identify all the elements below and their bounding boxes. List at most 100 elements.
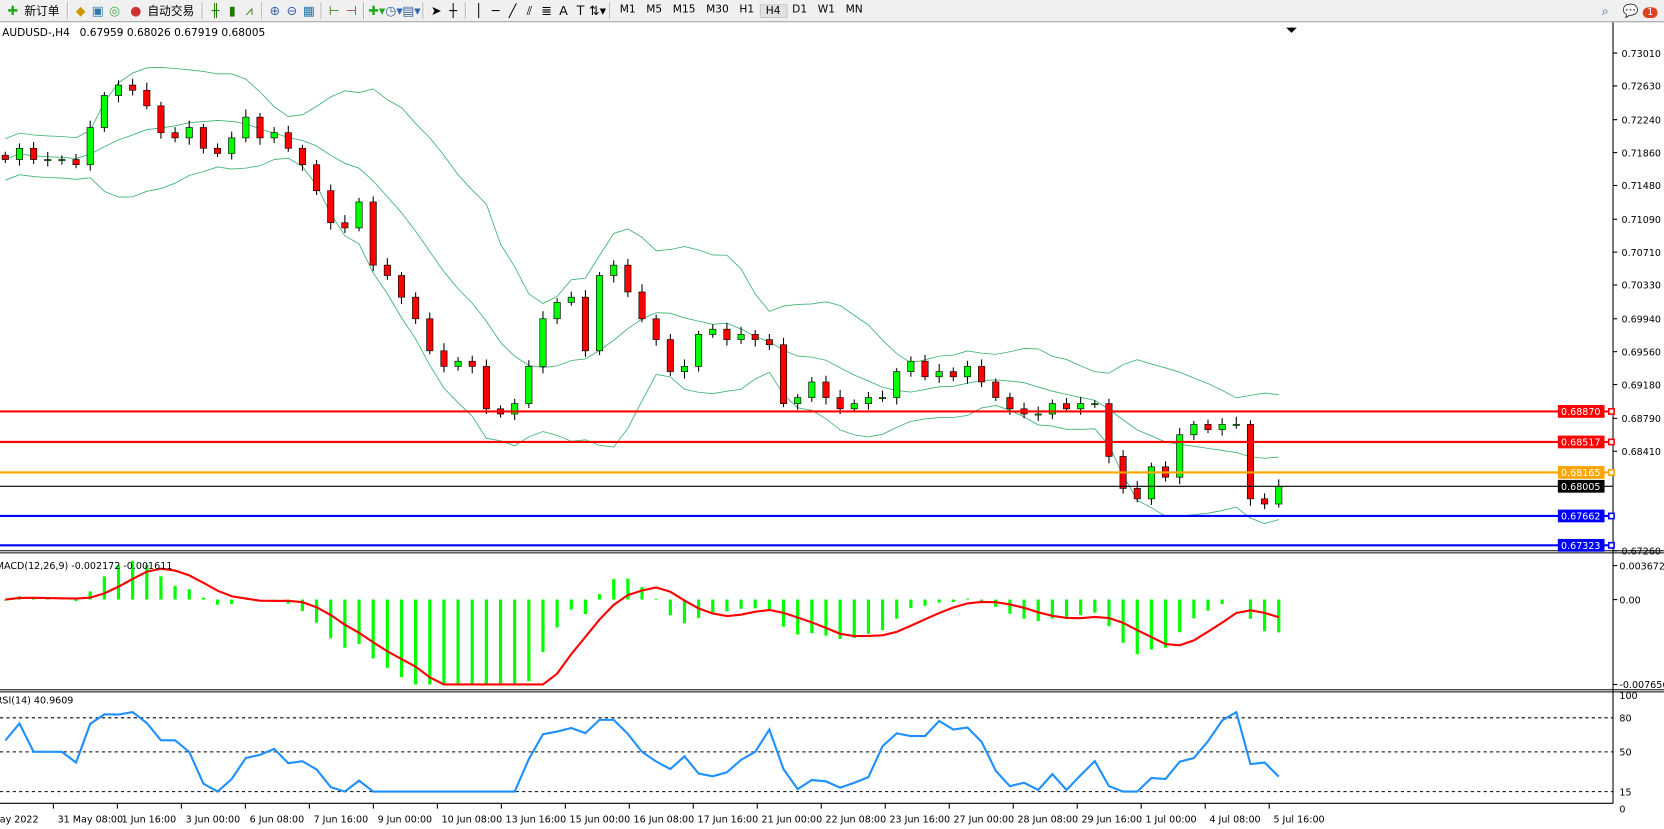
candle: [1261, 498, 1269, 505]
candle: [270, 132, 278, 139]
rsi-tick-label: 50: [1619, 748, 1631, 759]
candle: [1063, 403, 1071, 410]
candle: [383, 264, 391, 276]
horizontal-line-icon[interactable]: ─: [491, 3, 500, 19]
macd-histogram-bar: [767, 599, 771, 610]
timeframe-w1[interactable]: W1: [817, 3, 835, 16]
bollinger-upper: [5, 67, 1279, 399]
auto-trading-button[interactable]: ● 自动交易: [123, 1, 198, 20]
fibonacci-icon[interactable]: ≣: [541, 3, 552, 19]
candle: [794, 397, 802, 404]
price-label-bg: [1557, 479, 1605, 493]
timeframe-m15[interactable]: M15: [672, 3, 696, 16]
timeframe-h1[interactable]: H1: [739, 3, 755, 16]
price-tick-label: 0.72240: [1622, 115, 1661, 126]
macd-tick-label: 0.00: [1619, 595, 1640, 606]
notification-icon: 💬: [1622, 3, 1639, 19]
trendline-icon[interactable]: ╱: [508, 3, 517, 19]
macd-histogram-bar: [555, 599, 559, 628]
candle: [242, 116, 250, 139]
new-order-button[interactable]: ✚ 新订单: [0, 1, 64, 20]
price-label: 0.68005: [1561, 482, 1600, 493]
candle: [412, 296, 420, 320]
periods-icon[interactable]: ◷▾: [385, 3, 403, 19]
line-chart-icon[interactable]: ⩘: [245, 3, 253, 19]
candle: [1105, 403, 1113, 457]
rsi-line: [4, 710, 1280, 793]
autoscroll-icon[interactable]: ⊢: [328, 3, 340, 19]
time-axis: May 2022 31 May 08:001 Jun 16:00 3 Jun 00:…: [0, 803, 1325, 825]
history-icon[interactable]: ◆: [75, 3, 86, 19]
candle: [100, 95, 108, 128]
candle: [199, 127, 207, 149]
timeframe-m30[interactable]: M30: [706, 3, 729, 16]
macd-histogram-bar: [442, 599, 446, 685]
text-label-icon[interactable]: Ｔ: [574, 3, 587, 19]
candle: [539, 318, 547, 367]
timeframe-mn[interactable]: MN: [845, 3, 863, 16]
candle: [114, 84, 123, 96]
time-tick-label: 4 Jul 08:00: [1209, 814, 1260, 825]
timeframe-h4[interactable]: H4: [759, 3, 787, 18]
auto-trading-icon: ●: [130, 3, 142, 19]
cursor-icon[interactable]: ➤: [430, 3, 442, 19]
terminal-icon[interactable]: ▣: [91, 3, 104, 19]
time-tick-label: 29 Jun 16:00: [1081, 814, 1142, 825]
candle: [751, 334, 759, 340]
macd-histogram-bar: [414, 599, 418, 685]
time-tick-label: 28 Jun 08:00: [1017, 814, 1078, 825]
crosshair-icon[interactable]: ┼: [449, 3, 457, 19]
zoom-out-icon[interactable]: ⊖: [286, 3, 298, 19]
chart-window[interactable]: 0.73010 0.72630 0.72240 0.71860 0.71480 0.710…: [0, 22, 1664, 829]
price-label: 0.67662: [1561, 512, 1600, 523]
macd-histogram-bar: [612, 579, 616, 600]
rsi-tick-label: 80: [1619, 714, 1631, 725]
separator: [66, 2, 69, 20]
time-tick-label: 21 Jun 00:00: [762, 814, 823, 825]
candle: [313, 164, 321, 192]
candlestick-icon[interactable]: ▮: [228, 3, 236, 19]
time-tick-label: 9 Jun 00:00: [378, 814, 433, 825]
templates-icon[interactable]: ▤▾: [402, 3, 421, 19]
vertical-line-icon[interactable]: │: [474, 3, 483, 19]
indicators-icon[interactable]: ✚▾: [368, 3, 386, 19]
candle: [581, 296, 589, 352]
chart-shift-marker: [1286, 27, 1297, 33]
zoom-in-icon[interactable]: ⊕: [269, 3, 281, 19]
candle: [256, 116, 264, 139]
chart-shift-icon[interactable]: ⊣: [345, 3, 357, 19]
macd-histogram-bar: [527, 599, 531, 682]
candle: [525, 366, 533, 404]
notification-badge: 1: [1643, 7, 1658, 19]
time-tick-label: 23 Jun 16:00: [889, 814, 950, 825]
timeframe-m1[interactable]: M1: [619, 3, 636, 16]
bollinger-lower: [5, 157, 1279, 524]
signals-icon[interactable]: ◎: [109, 3, 121, 19]
macd-histogram-bar: [201, 597, 205, 600]
timeframe-d1[interactable]: D1: [792, 3, 808, 16]
tile-icon[interactable]: ▦: [302, 3, 315, 19]
equidistant-channel-icon[interactable]: ⫽: [526, 3, 533, 19]
bar-chart-icon[interactable]: ╫: [211, 3, 220, 19]
macd-histogram-bar: [456, 599, 460, 685]
chart-ohlc: 0.67959 0.68026 0.67919 0.68005: [80, 26, 266, 39]
time-tick-label: 7 Jun 16:00: [314, 814, 369, 825]
candle: [596, 275, 604, 352]
rsi-tick-label: 0: [1619, 804, 1625, 815]
candle: [808, 381, 816, 398]
candle: [511, 403, 519, 415]
timeframe-m5[interactable]: M5: [646, 3, 663, 16]
macd-histogram-bar: [1135, 599, 1139, 655]
arrows-icon[interactable]: ⇅▾: [588, 3, 607, 19]
candle: [482, 366, 490, 410]
text-icon[interactable]: A: [559, 3, 568, 19]
macd-histogram-bar: [1163, 599, 1168, 648]
macd-histogram-bar: [513, 599, 517, 685]
separator: [261, 2, 264, 20]
notification-button[interactable]: 💬 1: [1622, 2, 1658, 19]
toolbar: ✚ 新订单 ◆ ▣ ◎ ● 自动交易 ╫ ▮ ⩘ ⊕ ⊖ ▦ ⊢ ⊣ ✚▾ ◷▾…: [0, 0, 1664, 23]
line-anchor: [1607, 438, 1615, 446]
search-icon[interactable]: ⌕: [1601, 3, 1609, 19]
candle: [1218, 424, 1226, 430]
candle: [1034, 413, 1042, 416]
